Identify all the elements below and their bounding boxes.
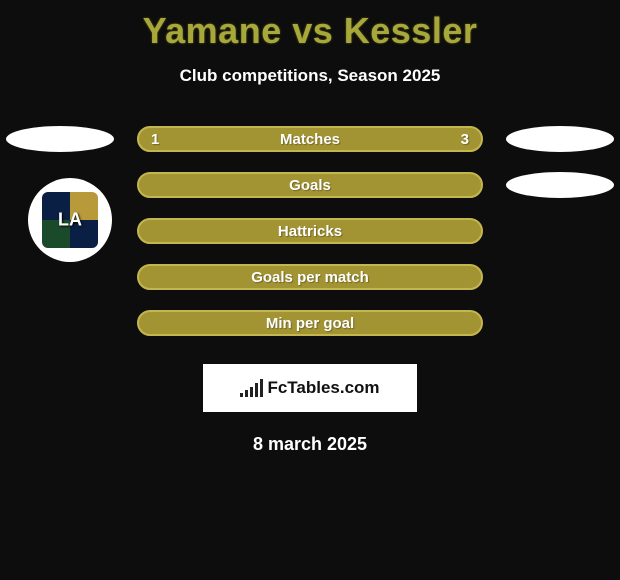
stat-row: Goals per match <box>0 264 620 310</box>
badge-shield-icon: LA <box>42 192 98 248</box>
branding-label: FcTables.com <box>267 378 379 398</box>
stat-row: Min per goal <box>0 310 620 356</box>
fctables-branding[interactable]: FcTables.com <box>203 364 417 412</box>
right-player-ellipse <box>506 172 614 198</box>
stat-bar: 1 Matches 3 <box>137 126 483 152</box>
stat-label: Matches <box>280 131 340 148</box>
stat-right-value: 3 <box>461 131 469 148</box>
badge-text: LA <box>58 210 82 231</box>
right-player-ellipse <box>506 126 614 152</box>
stat-label: Goals <box>289 177 331 194</box>
la-galaxy-badge: LA <box>28 178 112 262</box>
page-subtitle: Club competitions, Season 2025 <box>0 66 620 86</box>
stat-bar: Goals per match <box>137 264 483 290</box>
stat-bar: Hattricks <box>137 218 483 244</box>
left-player-ellipse <box>6 126 114 152</box>
stat-bar: Min per goal <box>137 310 483 336</box>
stat-row: 1 Matches 3 <box>0 126 620 172</box>
page-title: Yamane vs Kessler <box>0 0 620 52</box>
bar-chart-icon <box>240 379 263 397</box>
stat-bar: Goals <box>137 172 483 198</box>
stat-label: Min per goal <box>266 315 354 332</box>
stat-label: Hattricks <box>278 223 342 240</box>
stat-label: Goals per match <box>251 269 369 286</box>
stat-left-value: 1 <box>151 131 159 148</box>
match-date: 8 march 2025 <box>0 434 620 455</box>
